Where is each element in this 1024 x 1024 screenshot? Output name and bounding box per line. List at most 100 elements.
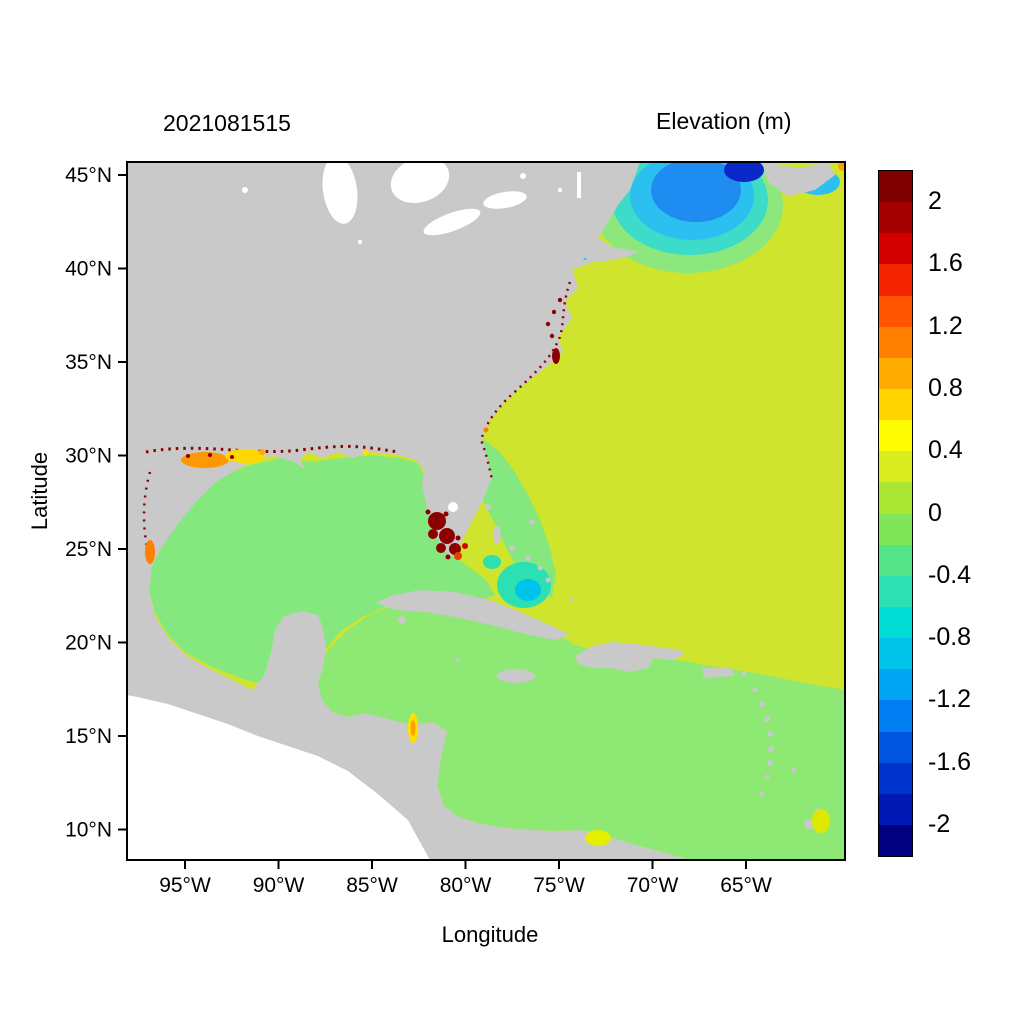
lake-ontario [483, 191, 527, 209]
colorbar-segment [879, 326, 912, 358]
colorbar-segment [879, 793, 912, 825]
colorbar-segment [879, 202, 912, 234]
ocean-straits-turquoise [483, 555, 501, 569]
x-tick-label: 95°W [159, 874, 211, 897]
x-tick-label: 85°W [346, 874, 398, 897]
y-axis-title: Latitude [27, 451, 52, 531]
speckles-texas-mexico-coast [142, 471, 152, 561]
bay-of-fundy-navy [724, 162, 764, 182]
island-hispaniola [575, 642, 684, 672]
florida-surge-5 [428, 529, 438, 539]
colorbar-segment [879, 295, 912, 327]
colorbar-segment [879, 731, 912, 763]
island-antilles-2 [759, 701, 765, 707]
y-tick-label: 35°N [65, 351, 112, 374]
colorbar-labels: 2 1.6 1.2 0.8 0.4 0 -0.4 -0.8 -1.2 -1.6 -2 [928, 0, 1018, 1024]
ocean-caribbean [300, 600, 845, 860]
island-cuba [376, 590, 570, 640]
lake-okeechobee [448, 502, 458, 512]
florida-surge-6 [425, 509, 431, 515]
x-tick-label: 65°W [720, 874, 772, 897]
island-andros [493, 526, 501, 544]
island-puerto-rico [702, 668, 734, 678]
small-lake-1 [242, 187, 248, 193]
y-tick-label: 20°N [65, 632, 112, 655]
island-guadeloupe [764, 716, 770, 722]
island-grand-bahama [469, 494, 475, 500]
y-tick-label: 10°N [65, 819, 112, 842]
run-timestamp-title: 2021081515 [163, 110, 291, 136]
top-right-corner-orange [838, 162, 845, 171]
small-lake-4 [358, 240, 362, 244]
x-axis-ticks: 95°W 90°W 85°W 80°W 75°W 70°W 65°W [159, 860, 772, 897]
apalachicola-yellow-dot [363, 450, 369, 456]
florida-surge-7 [443, 511, 449, 517]
colorbar-segment [879, 388, 912, 421]
colorbar-segment [879, 544, 912, 576]
speckle-chesapeake-3 [545, 321, 551, 327]
y-tick-label: 45°N [65, 164, 112, 187]
colorbar-tick-label: -2 [928, 809, 951, 838]
land-north-america [127, 162, 690, 860]
mississippi-yellow-patch [225, 449, 265, 463]
island-martinique [768, 746, 774, 752]
island-turks [570, 598, 574, 602]
island-grenada [759, 791, 765, 797]
florida-surge-2 [439, 528, 455, 544]
island-bahama-6 [545, 577, 551, 583]
colorbar-segment [879, 700, 912, 732]
colorbar-segment [879, 482, 912, 514]
colorbar-title: Elevation (m) [656, 108, 792, 134]
land-nova-scotia [762, 162, 835, 196]
island-bahama-2 [485, 504, 491, 510]
x-tick-label: 70°W [627, 874, 679, 897]
y-tick-label: 30°N [65, 445, 112, 468]
island-antilles-1 [752, 687, 758, 693]
colorbar-segment [879, 513, 912, 545]
island-dominica [767, 731, 773, 737]
colorbar-tick-label: 0.4 [928, 436, 963, 465]
colorbar-segment [879, 669, 912, 701]
nicaragua-orange-core [410, 720, 416, 736]
colorbar-segment [879, 638, 912, 670]
y-tick-label: 15°N [65, 725, 112, 748]
x-axis-title: Longitude [441, 922, 539, 947]
speckle-chesapeake-2 [551, 309, 557, 315]
colorbar-segment [879, 420, 912, 452]
gulf-coast-orange-dot [259, 449, 265, 455]
island-st-vincent [764, 774, 770, 780]
speckle-chesapeake-4 [549, 333, 555, 339]
island-eleuthera [529, 519, 535, 525]
speckles-us-east-coast [479, 281, 572, 481]
colorbar-tick-label: -0.4 [928, 560, 972, 589]
colorbar-tick-label: 1.2 [928, 311, 963, 340]
florida-surge-red [462, 543, 468, 549]
south-yellow-spot-2 [812, 809, 830, 833]
y-tick-label: 25°N [65, 538, 112, 561]
island-bahama-3 [509, 545, 515, 551]
colorbar-segment [879, 451, 912, 483]
speckle-nc-sounds [552, 348, 560, 364]
island-st-lucia [767, 760, 773, 766]
y-tick-label: 40°N [65, 258, 112, 281]
lake-erie [423, 208, 481, 236]
florida-surge-4 [436, 543, 446, 553]
colorbar-segment [879, 233, 912, 265]
colorbar [878, 170, 913, 857]
x-tick-label: 90°W [253, 874, 305, 897]
florida-surge-8 [455, 535, 461, 541]
colorbar-segment [879, 357, 912, 389]
x-tick-label: 75°W [533, 874, 585, 897]
colorbar-tick-label: -1.2 [928, 685, 972, 714]
south-yellow-spot-1 [585, 830, 611, 846]
colorbar-tick-label: -0.8 [928, 623, 972, 652]
y-axis-ticks: 45°N 40°N 35°N 30°N 25°N 20°N 15°N 10°N [65, 164, 127, 842]
colorbar-tick-label: 1.6 [928, 249, 963, 278]
colorbar-tick-label: 0 [928, 498, 942, 527]
plot-border [126, 161, 846, 861]
ocean-bahama-bank-cyan [515, 579, 541, 601]
island-cayman [456, 658, 460, 662]
colorbar-tick-label: 0.8 [928, 373, 963, 402]
